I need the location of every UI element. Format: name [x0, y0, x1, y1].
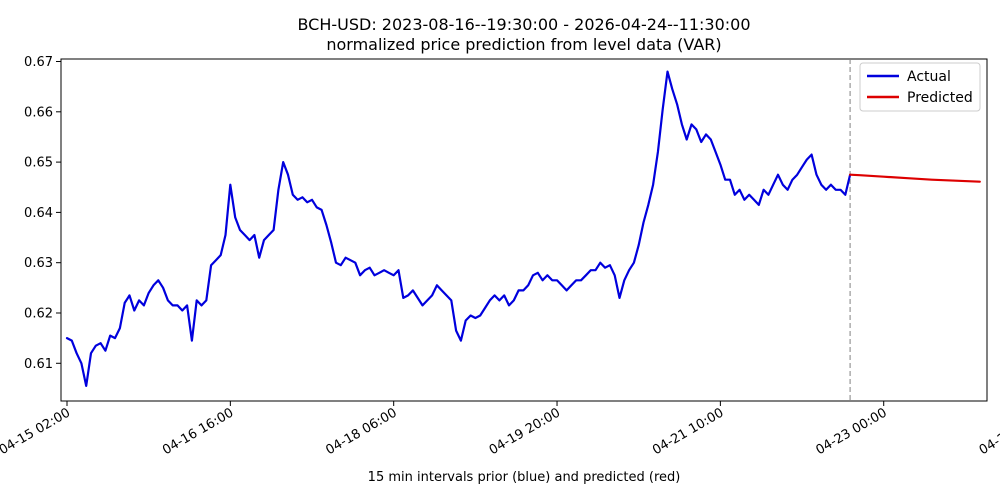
series-layer [65, 70, 981, 387]
chart-title: BCH-USD: 2023-08-16--19:30:00 - 2026-04-… [297, 15, 750, 34]
y-tick-label: 0.61 [24, 357, 53, 372]
y-tick-label: 0.67 [24, 55, 53, 70]
y-tick-label: 0.64 [24, 206, 53, 221]
plot-area [60, 58, 988, 402]
x-tick-label: 04-16 16:00 [160, 405, 236, 458]
y-tick-label: 0.62 [24, 306, 53, 321]
x-tick-label: 04-23 00:00 [813, 405, 889, 458]
y-tick-label: 0.65 [24, 156, 53, 171]
x-axis: 04-15 02:00 04-16 16:00 04-18 06:00 04-19 2… [0, 401, 1000, 458]
x-tick-label: 04-18 06:00 [323, 405, 399, 458]
x-tick-label: 04-24 14:00 [977, 405, 1000, 458]
y-axis: 0.61 0.62 0.63 0.64 0.65 0.66 0.67 [24, 55, 61, 372]
y-tick-label: 0.63 [24, 256, 53, 271]
legend-label-predicted: Predicted [907, 90, 973, 106]
x-tick-label: 04-15 02:00 [0, 405, 73, 458]
chart-subtitle: normalized price prediction from level d… [326, 35, 721, 54]
y-tick-label: 0.66 [24, 105, 53, 120]
x-axis-label: 15 min intervals prior (blue) and predic… [368, 470, 681, 485]
series-line-actual [65, 70, 852, 387]
legend-label-actual: Actual [907, 69, 951, 85]
x-tick-label: 04-21 10:00 [650, 405, 726, 458]
series-line-predicted [848, 173, 981, 183]
legend: Actual Predicted [859, 62, 981, 112]
x-tick-label: 04-19 20:00 [487, 405, 563, 458]
